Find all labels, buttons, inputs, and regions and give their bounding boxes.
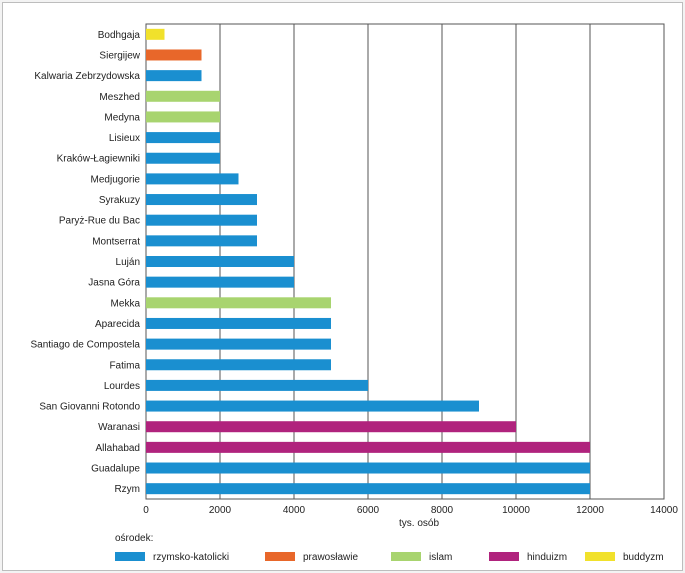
x-tick-label: 14000: [650, 505, 678, 516]
gridlines: [145, 23, 665, 500]
legend-swatch: [489, 552, 519, 561]
bar: [146, 462, 590, 474]
bar: [146, 132, 220, 144]
bar: [146, 111, 220, 123]
category-label: Medjugorie: [91, 174, 141, 185]
legend-swatch: [585, 552, 615, 561]
bar: [146, 379, 368, 391]
category-label: Lourdes: [104, 381, 140, 392]
category-label: Paryż-Rue du Bac: [59, 216, 140, 227]
x-tick-label: 4000: [283, 505, 306, 516]
bar: [146, 173, 239, 185]
category-label: Meszhed: [99, 92, 140, 103]
bar: [146, 90, 220, 102]
bar: [146, 297, 331, 309]
category-label: Mekka: [111, 298, 141, 309]
x-tick-labels: 0 2000 4000 6000 8000 10000 12000 14000: [143, 505, 678, 516]
category-label: Bodhgaja: [98, 30, 141, 41]
bar: [146, 194, 257, 206]
bar: [146, 256, 294, 267]
x-tick-label: 12000: [576, 505, 604, 516]
x-tick-label: 0: [143, 505, 149, 516]
category-label: Waranasi: [98, 422, 140, 433]
x-tick-label: 8000: [431, 505, 454, 516]
bar: [146, 400, 479, 412]
x-tick-label: 2000: [209, 505, 232, 516]
legend-label: rzymsko-katolicki: [153, 552, 229, 563]
bars: [146, 28, 590, 495]
category-label: Syrakuzy: [99, 195, 140, 206]
bar: [146, 338, 331, 350]
legend-swatch: [391, 552, 421, 561]
x-tick-label: 6000: [357, 505, 380, 516]
category-label: Kalwaria Zebrzydowska: [34, 71, 140, 82]
bar: [146, 28, 165, 40]
bar: [146, 421, 516, 433]
category-label: Montserrat: [92, 236, 140, 247]
category-label: Guadalupe: [91, 464, 140, 475]
legend-label: islam: [429, 552, 452, 563]
category-label: Jasna Góra: [88, 278, 140, 289]
category-label: Allahabad: [96, 443, 140, 454]
legend: ośrodek: rzymsko-katolicki prawosławie isl…: [115, 533, 664, 563]
x-axis-title: tys. osób: [399, 518, 439, 529]
category-labels: Bodhgaja Siergijew Kalwaria Zebrzydowska Me…: [30, 30, 140, 495]
bar: [146, 214, 257, 226]
bar: [146, 359, 331, 371]
category-label: Siergijew: [99, 50, 140, 61]
category-label: Lisieux: [109, 133, 140, 144]
bar: [146, 317, 331, 329]
bar: [146, 49, 202, 61]
category-label: Santiago de Compostela: [30, 340, 140, 351]
legend-label: hinduizm: [527, 552, 567, 563]
category-label: San Giovanni Rotondo: [39, 402, 140, 413]
legend-swatch: [265, 552, 295, 561]
x-tick-label: 10000: [502, 505, 530, 516]
bar: [146, 235, 257, 247]
category-label: Fatima: [109, 360, 140, 371]
legend-label: buddyzm: [623, 552, 664, 563]
bar: [146, 70, 202, 82]
bar-chart: Bodhgaja Siergijew Kalwaria Zebrzydowska Me…: [30, 23, 678, 563]
legend-swatch: [115, 552, 145, 561]
bar: [146, 483, 590, 495]
category-label: Luján: [116, 257, 140, 268]
category-label: Rzym: [114, 484, 140, 495]
bar: [146, 276, 294, 288]
legend-label: prawosławie: [303, 552, 358, 563]
bar: [146, 441, 590, 453]
category-label: Medyna: [104, 112, 140, 123]
category-label: Kraków-Łagiewniki: [57, 154, 140, 165]
legend-title: ośrodek:: [115, 533, 153, 544]
bar: [146, 152, 220, 164]
category-label: Aparecida: [95, 319, 140, 330]
